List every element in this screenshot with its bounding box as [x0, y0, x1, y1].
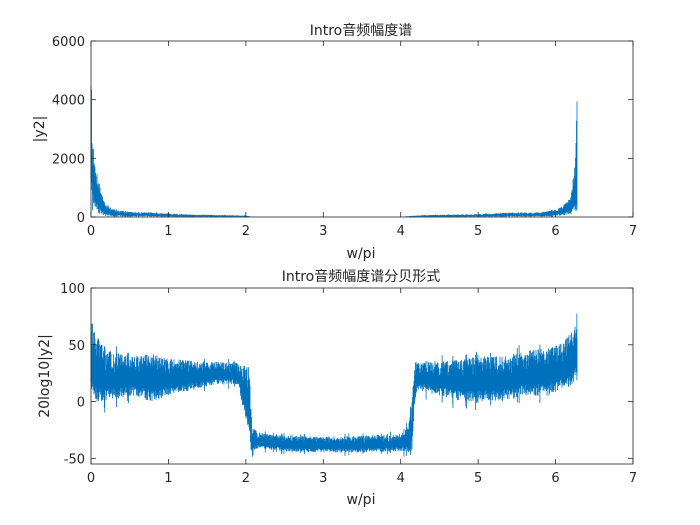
y-tick-label: 50 — [68, 339, 85, 354]
y-tick-label: 0 — [77, 211, 85, 226]
subplot-1-xlabel: w/pi — [347, 246, 376, 262]
subplot-2-ylabel: 20log10|y2| — [37, 334, 53, 418]
subplot-2-plot-area — [90, 288, 633, 464]
axes-frame — [90, 287, 634, 465]
y-tick-label: 100 — [60, 282, 85, 297]
x-tick-label: 5 — [474, 224, 482, 239]
subplot-magnitude: Intro音频幅度谱 |y2| w/pi 0 1 2 3 4 5 6 7 0 2000 4000 60… — [32, 22, 637, 262]
x-tick-label: 7 — [629, 471, 637, 486]
x-tick-label: 1 — [164, 224, 172, 239]
x-tick-label: 3 — [319, 471, 327, 486]
x-tick-label: 5 — [474, 471, 482, 486]
x-tick-label: 4 — [397, 471, 405, 486]
subplot-1-ylabel: |y2| — [32, 116, 48, 143]
x-tick-label: 0 — [87, 471, 95, 486]
y-tick-label: 2000 — [52, 152, 85, 167]
x-tick-label: 0 — [87, 224, 95, 239]
y-tick-label: -50 — [64, 452, 85, 467]
x-tick-label: 3 — [319, 224, 327, 239]
x-tick-label: 2 — [242, 471, 250, 486]
subplot-decibel: Intro音频幅度谱分贝形式 20log10|y2| w/pi 0 1 2 3 4 5 6 7… — [37, 268, 637, 508]
x-tick-label: 2 — [242, 224, 250, 239]
y-tick-label: 0 — [77, 396, 85, 411]
x-tick-label: 6 — [551, 224, 559, 239]
subplot-2-xlabel: w/pi — [347, 492, 376, 508]
subplot-2-title: Intro音频幅度谱分贝形式 — [282, 268, 441, 285]
y-tick-label: 4000 — [52, 94, 85, 109]
x-tick-label: 4 — [397, 224, 405, 239]
subplot-1-title: Intro音频幅度谱 — [310, 22, 413, 39]
axes-background — [91, 41, 633, 217]
subplot-1-plot-area — [90, 41, 633, 217]
x-tick-label: 1 — [164, 471, 172, 486]
x-tick-label: 6 — [551, 471, 559, 486]
subplot-1-ticks: 0 1 2 3 4 5 6 7 0 2000 4000 6000 — [52, 35, 637, 239]
y-tick-label: 6000 — [52, 35, 85, 50]
x-tick-label: 7 — [629, 224, 637, 239]
axes-frame — [90, 40, 634, 218]
